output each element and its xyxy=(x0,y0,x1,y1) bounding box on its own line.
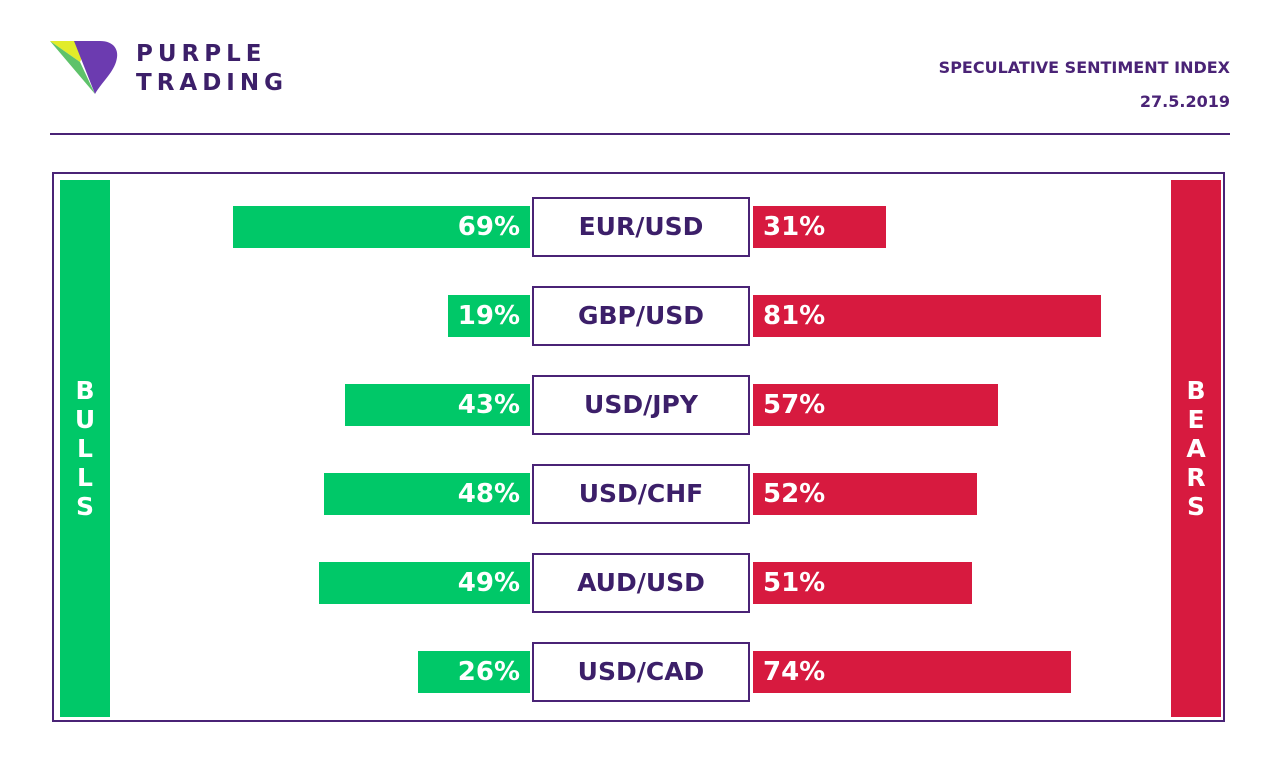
bulls-bar: 48% xyxy=(323,473,530,515)
bulls-bar: 69% xyxy=(233,206,530,248)
bulls-bar: 19% xyxy=(448,295,530,337)
sentiment-row: 49% AUD/USD 51% xyxy=(0,553,1280,613)
bears-bar: 31% xyxy=(753,206,887,248)
purple-trading-logo: PURPLE TRADING xyxy=(50,38,310,100)
brand-name: PURPLE TRADING xyxy=(136,40,288,98)
currency-pair-label: USD/JPY xyxy=(532,375,750,435)
bulls-side-bar: BULLS xyxy=(60,180,110,717)
currency-pair-label: USD/CHF xyxy=(532,464,750,524)
bears-bar: 74% xyxy=(753,651,1072,693)
currency-pair-label: EUR/USD xyxy=(532,197,750,257)
bears-bar: 81% xyxy=(753,295,1102,337)
report-date: 27.5.2019 xyxy=(1139,92,1230,111)
currency-pair-label: USD/CAD xyxy=(532,642,750,702)
bulls-bar: 43% xyxy=(345,384,530,426)
bears-bar: 57% xyxy=(753,384,999,426)
bears-bar: 51% xyxy=(753,562,973,604)
sentiment-row: 43% USD/JPY 57% xyxy=(0,375,1280,435)
logo-mark-icon xyxy=(50,41,118,94)
report-header: SPECULATIVE SENTIMENT INDEX 27.5.2019 xyxy=(939,58,1230,112)
sentiment-row: 48% USD/CHF 52% xyxy=(0,464,1280,524)
sentiment-row: 26% USD/CAD 74% xyxy=(0,642,1280,702)
bears-label: BEARS xyxy=(1186,376,1206,521)
bulls-label: BULLS xyxy=(74,376,96,521)
bears-side-bar: BEARS xyxy=(1171,180,1221,717)
brand-line-1: PURPLE xyxy=(136,41,267,67)
brand-line-2: TRADING xyxy=(136,70,288,96)
header-divider xyxy=(50,133,1230,135)
bulls-bar: 26% xyxy=(418,651,530,693)
currency-pair-label: AUD/USD xyxy=(532,553,750,613)
bears-bar: 52% xyxy=(753,473,977,515)
sentiment-row: 19% GBP/USD 81% xyxy=(0,286,1280,346)
sentiment-row: 69% EUR/USD 31% xyxy=(0,197,1280,257)
currency-pair-label: GBP/USD xyxy=(532,286,750,346)
chart-frame xyxy=(52,172,1225,722)
report-title: SPECULATIVE SENTIMENT INDEX xyxy=(938,58,1230,77)
bulls-bar: 49% xyxy=(319,562,530,604)
